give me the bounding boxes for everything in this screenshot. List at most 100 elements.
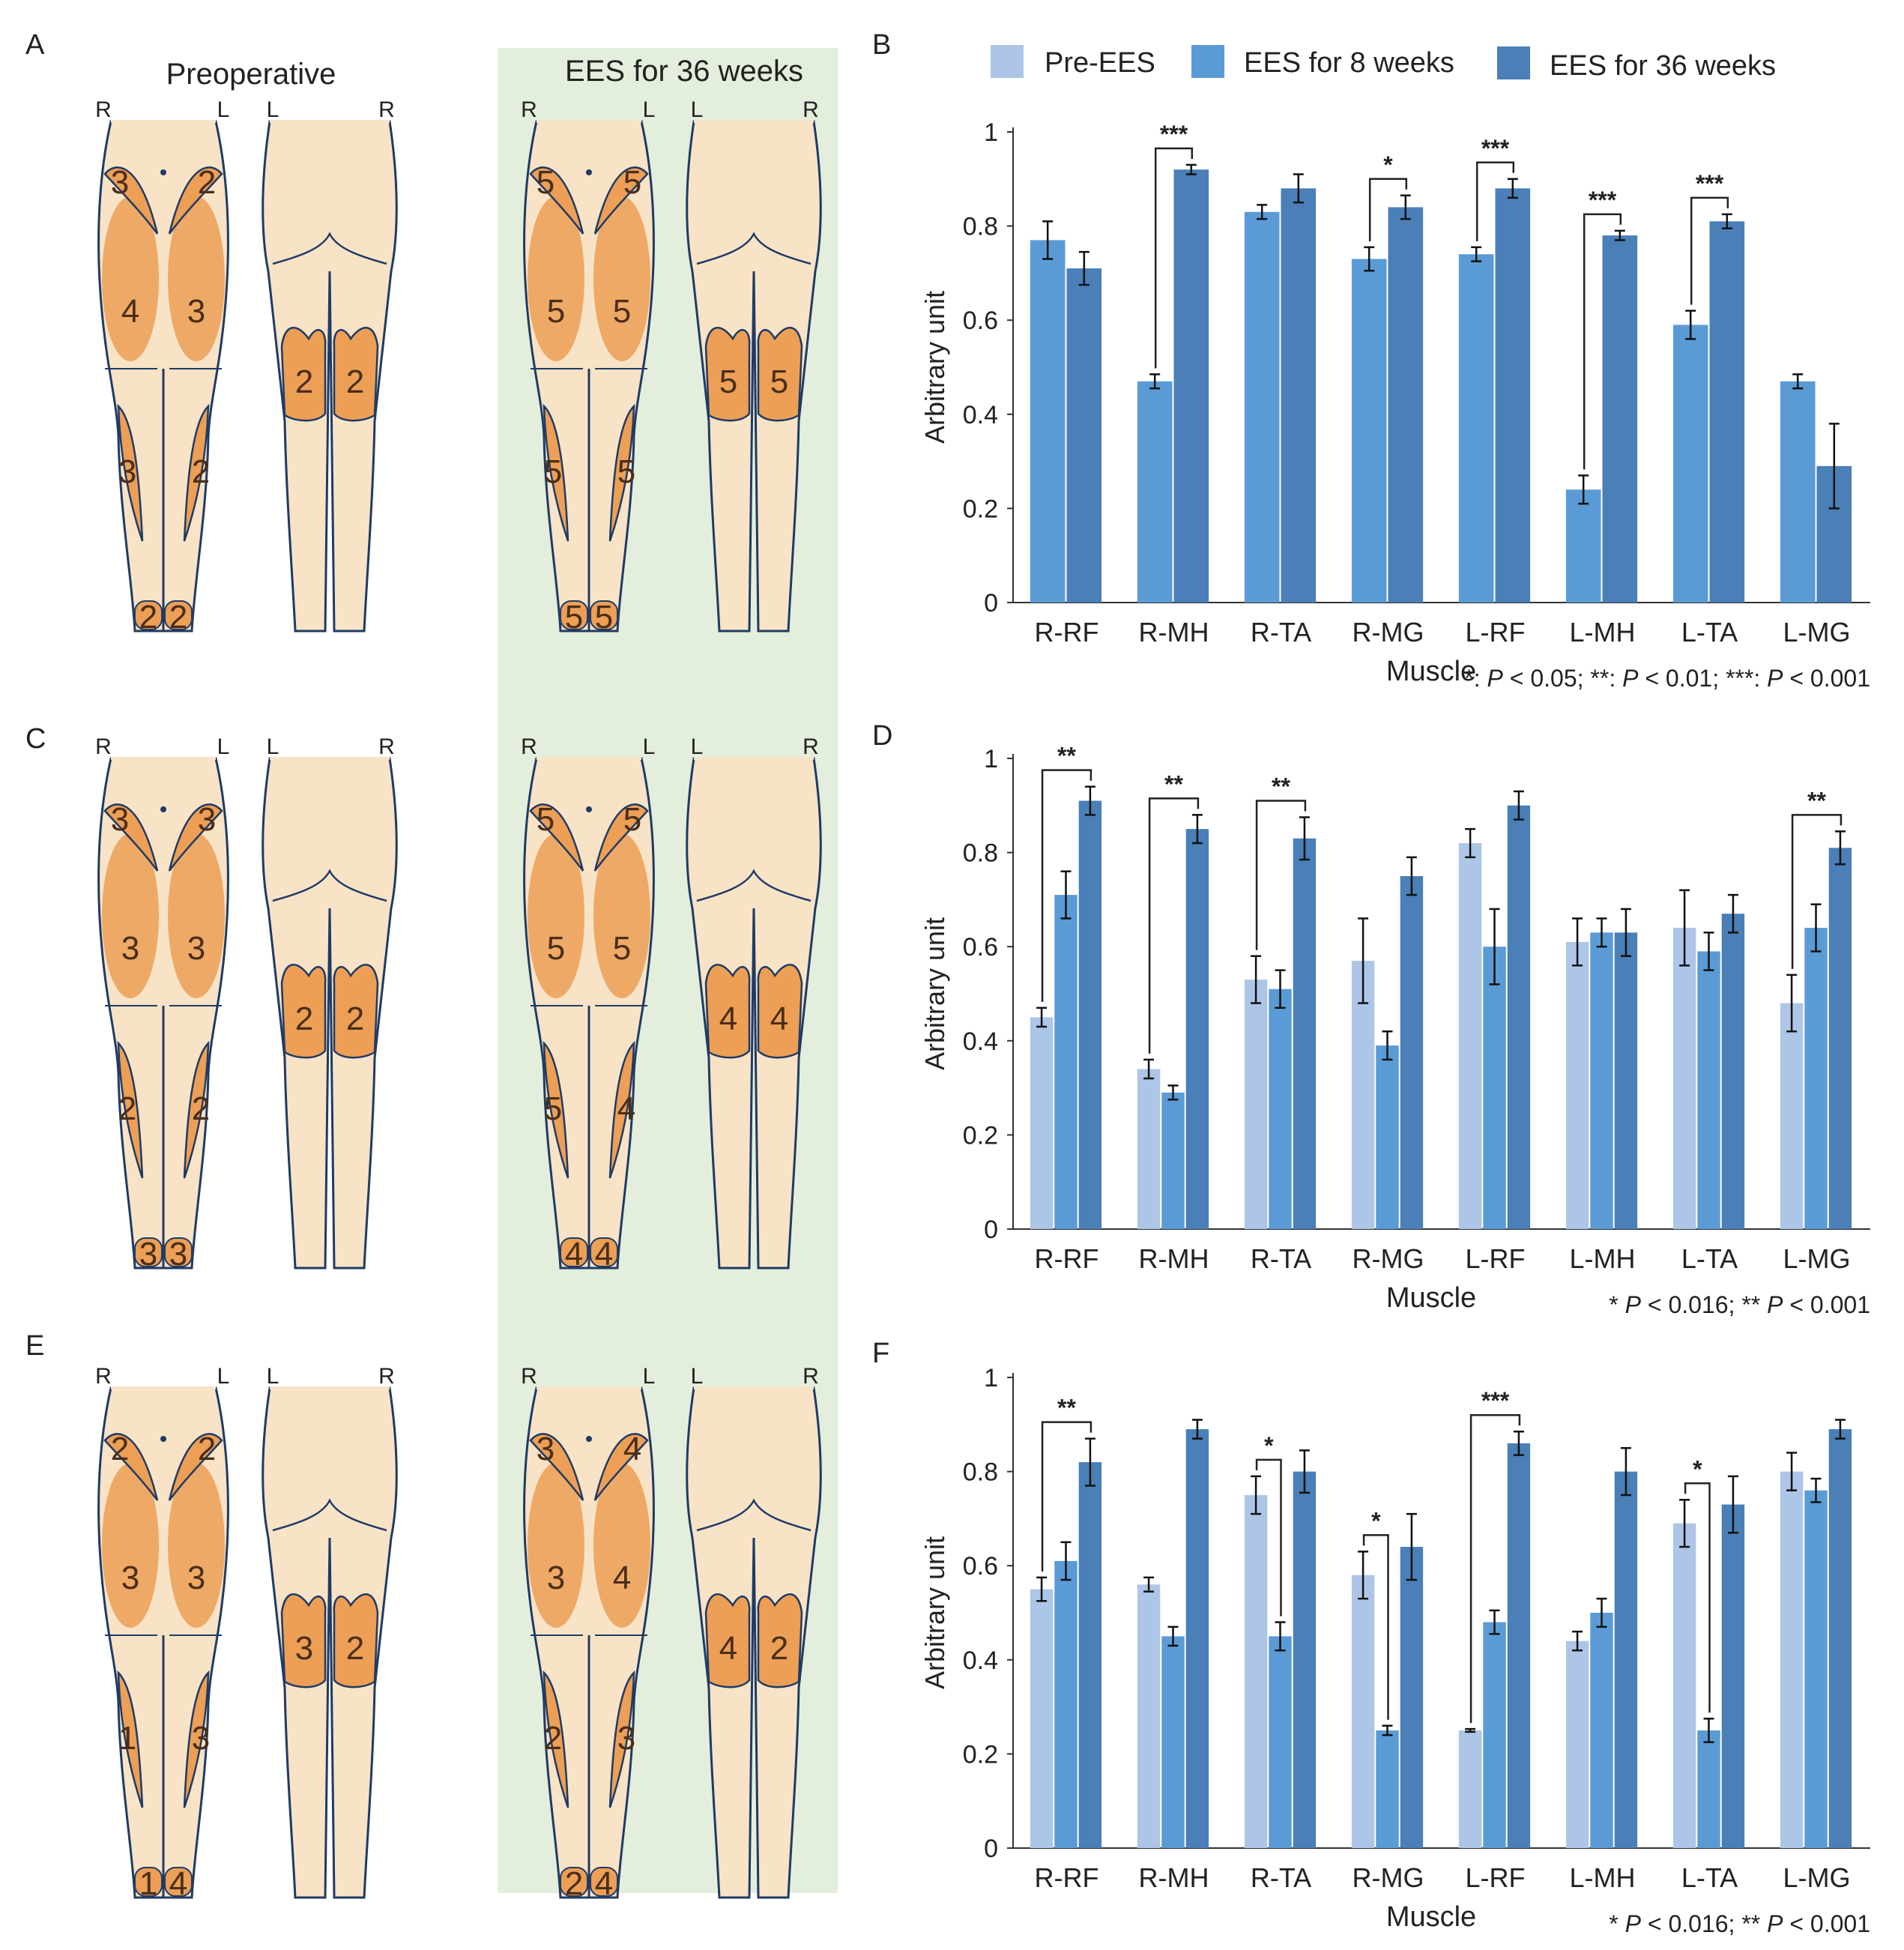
score-right-hip: 2 (111, 1431, 129, 1467)
bar-w8-r-mg (1376, 1730, 1399, 1848)
score-right-shin: 5 (544, 453, 562, 490)
bar-w36-r-mg (1400, 876, 1424, 1229)
bar-w36-l-ta (1721, 1504, 1745, 1848)
legend: Pre-EES EES for 8 weeks EES for 36 weeks (991, 45, 1776, 82)
bar-w36-r-ta (1293, 1471, 1317, 1848)
score-right-hip: 5 (537, 801, 554, 838)
back-left-marker: L (691, 734, 704, 759)
front-right-marker: R (95, 97, 112, 122)
significance-bracket (1041, 769, 1092, 1002)
x-tick-label: R-TA (1251, 617, 1311, 648)
p-value-note-part: P (1625, 1291, 1642, 1318)
y-tick-label: 0.6 (963, 307, 998, 335)
bar-w8-r-mg (1376, 1045, 1399, 1229)
significance-bracket (1583, 213, 1622, 470)
x-tick-label: R-TA (1251, 1243, 1311, 1274)
score-left-calf: 5 (719, 363, 737, 400)
score-right-hip: 3 (537, 1431, 554, 1467)
score-right-shin: 1 (118, 1720, 136, 1757)
legend-label-ees-36-weeks: EES for 36 weeks (1550, 50, 1776, 82)
score-left-shin: 5 (617, 453, 635, 490)
bar-w36-l-mh (1614, 1471, 1638, 1848)
score-right-calf: 2 (770, 1630, 788, 1667)
legend-label-pre-ees: Pre-EES (1045, 47, 1155, 79)
back-right-marker: R (378, 97, 395, 122)
y-tick-label: 0.2 (963, 1121, 998, 1150)
score-right-shin: 3 (118, 453, 136, 490)
back-left-marker: L (691, 1364, 704, 1389)
score-right-shin: 2 (544, 1720, 562, 1757)
p-value-note-part: < 0.01; ***: (1638, 665, 1767, 692)
back-right-marker: R (803, 1364, 819, 1389)
score-left-calf: 2 (295, 363, 313, 400)
back-legs-outline (261, 757, 399, 1270)
significance-bracket (1255, 1458, 1282, 1617)
back-left-marker: L (267, 1364, 279, 1389)
significance-bracket (1690, 196, 1729, 305)
y-tick-label: 0 (984, 1835, 998, 1863)
y-tick-label: 0.8 (963, 1458, 998, 1487)
x-tick-label: L-RF (1466, 1862, 1526, 1893)
leg-diagram-e-post: R L L R3 43 42 32 44 2 (521, 1364, 823, 1902)
bar-pre-l-ta (1672, 928, 1696, 1229)
bar-w8-l-mg (1804, 928, 1828, 1229)
legend-label-ees-8-weeks: EES for 8 weeks (1244, 47, 1454, 79)
p-value-note: *: P < 0.05; **: P < 0.01; ***: P < 0.00… (1464, 665, 1870, 692)
bar-w8-l-mh (1590, 932, 1613, 1229)
x-tick-label: L-MH (1570, 617, 1636, 648)
leg-diagram-e-pre: R L L R2 23 31 31 43 2 (95, 1364, 399, 1902)
score-right-calf: 2 (346, 363, 364, 400)
significance-bracket (1684, 1482, 1711, 1713)
x-tick-label: L-TA (1681, 1243, 1738, 1274)
score-left-thigh: 5 (613, 293, 631, 330)
y-tick-label: 0.6 (963, 1552, 998, 1581)
bar-w36-r-rf (1066, 268, 1102, 603)
p-value-note-part: P (1767, 1291, 1783, 1318)
bar-w8-l-rf (1483, 947, 1506, 1229)
bar-w8-l-ta (1697, 951, 1720, 1229)
front-right-marker: R (521, 1364, 537, 1389)
score-left-hip: 5 (623, 801, 641, 838)
bar-w36-l-ta (1709, 221, 1745, 603)
leg-diagram-a-pre: R L L R3 24 33 22 22 2 (95, 97, 399, 636)
x-tick-label: L-MG (1783, 1243, 1851, 1274)
p-value-note-part: * (1609, 1910, 1625, 1937)
bar-pre-l-mg (1780, 1003, 1804, 1229)
score-right-calf: 4 (770, 1000, 788, 1037)
p-value-note-part: < 0.001 (1783, 1910, 1870, 1937)
score-right-foot: 2 (565, 1865, 583, 1902)
x-tick-label: L-MG (1783, 617, 1851, 648)
x-axis-title: Muscle (1386, 1282, 1476, 1314)
bar-w8-r-ta (1269, 988, 1292, 1229)
score-right-thigh: 4 (121, 293, 139, 330)
bar-w8-l-rf (1483, 1622, 1506, 1848)
leg-diagram-c-post: R L L R5 55 55 44 44 4 (521, 734, 823, 1273)
x-tick-label: R-RF (1035, 1243, 1099, 1274)
p-value-note-part: P (1487, 665, 1504, 692)
score-right-thigh: 5 (547, 293, 565, 330)
panel-label-a: A (25, 29, 45, 61)
bar-w36-l-rf (1507, 1443, 1531, 1848)
score-left-foot: 4 (595, 1236, 613, 1273)
bar-w8-l-ta (1672, 325, 1708, 603)
score-left-shin: 2 (192, 1090, 210, 1127)
back-legs-outline (261, 1386, 399, 1899)
bar-w36-l-mh (1614, 932, 1638, 1229)
significance-label: ** (1164, 770, 1183, 797)
score-right-thigh: 3 (121, 930, 139, 967)
leg-diagram-c-pre: R L L R3 33 32 23 32 2 (95, 734, 399, 1273)
score-left-foot: 4 (169, 1865, 187, 1902)
p-value-note-part: *: (1464, 665, 1487, 692)
preoperative-heading: Preoperative (166, 58, 336, 91)
significance-bracket (1362, 1534, 1389, 1720)
significance-bracket (1469, 1413, 1521, 1724)
bar-pre-l-mh (1565, 1640, 1589, 1848)
score-right-hip: 3 (111, 164, 129, 201)
y-tick-label: 0.4 (963, 1027, 998, 1056)
score-right-thigh: 3 (547, 1560, 565, 1596)
bar-pre-r-rf (1030, 1017, 1054, 1229)
bar-w8-r-mg (1351, 259, 1387, 603)
score-right-foot: 2 (139, 599, 157, 636)
score-left-thigh: 5 (613, 930, 631, 967)
panel-label-b: B (872, 29, 891, 61)
